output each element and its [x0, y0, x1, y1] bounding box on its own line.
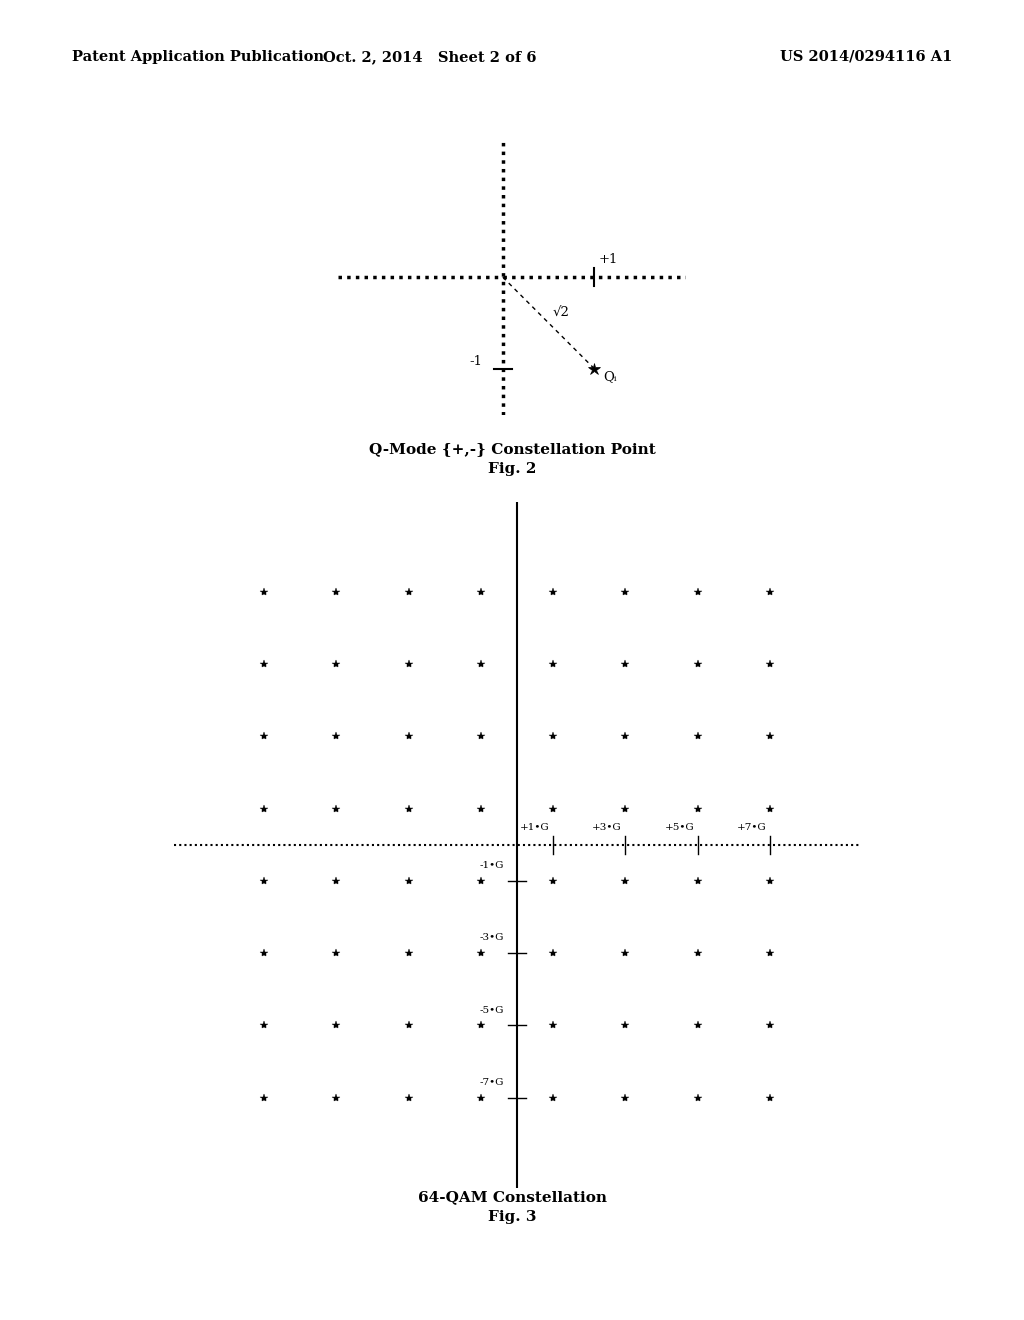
Text: 64-QAM Constellation: 64-QAM Constellation	[418, 1191, 606, 1205]
Text: -5•G: -5•G	[480, 1006, 505, 1015]
Text: +1: +1	[599, 253, 618, 267]
Text: +1•G: +1•G	[520, 824, 550, 832]
Text: -7•G: -7•G	[480, 1078, 505, 1086]
Text: Patent Application Publication: Patent Application Publication	[72, 50, 324, 63]
Text: +7•G: +7•G	[736, 824, 766, 832]
Text: √2: √2	[552, 305, 569, 318]
Text: Oct. 2, 2014   Sheet 2 of 6: Oct. 2, 2014 Sheet 2 of 6	[324, 50, 537, 63]
Text: Qᵢ: Qᵢ	[603, 370, 617, 383]
Text: -1: -1	[470, 355, 482, 368]
Text: Fig. 3: Fig. 3	[487, 1210, 537, 1225]
Text: +3•G: +3•G	[592, 824, 622, 832]
Text: -3•G: -3•G	[480, 933, 505, 942]
Text: Fig. 2: Fig. 2	[487, 462, 537, 477]
Text: Q-Mode {+,-} Constellation Point: Q-Mode {+,-} Constellation Point	[369, 442, 655, 457]
Text: -1•G: -1•G	[480, 861, 505, 870]
Text: +5•G: +5•G	[665, 824, 694, 832]
Text: US 2014/0294116 A1: US 2014/0294116 A1	[780, 50, 952, 63]
